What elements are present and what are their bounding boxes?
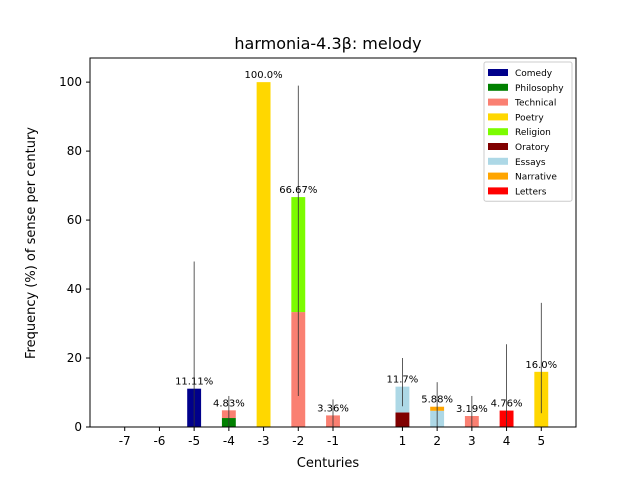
x-tick-label: -6	[153, 434, 165, 448]
legend-swatch	[488, 98, 508, 106]
legend-entry-label: Oratory	[515, 143, 550, 153]
bar-value-label: 16.0%	[525, 360, 557, 371]
x-tick-label: 2	[433, 434, 441, 448]
x-tick-label: -1	[327, 434, 339, 448]
legend-entry-label: Letters	[515, 187, 547, 197]
bar-segment	[256, 82, 271, 427]
y-tick-label: 80	[67, 144, 82, 158]
legend-swatch	[488, 172, 508, 180]
y-axis-label: Frequency (%) of sense per century	[24, 127, 39, 359]
x-tick-label: 3	[468, 434, 476, 448]
x-tick-label: 1	[399, 434, 407, 448]
bar-value-label: 100.0%	[245, 70, 283, 81]
plot-area: 11.11%4.83% 100.0% 66.67% 3.36% 11.7%5.88%3.…	[59, 57, 577, 448]
legend-swatch	[488, 128, 508, 136]
y-tick-label: 40	[67, 282, 82, 296]
bar-value-label: 66.67%	[279, 185, 317, 196]
bar-value-label: 3.19%	[456, 404, 488, 415]
x-tick-label: -5	[188, 434, 200, 448]
x-tick-label: -4	[223, 434, 235, 448]
x-tick-label: -3	[258, 434, 270, 448]
legend-swatch	[488, 113, 508, 121]
y-tick-label: 20	[67, 351, 82, 365]
bar-value-label: 4.83%	[213, 398, 245, 409]
y-tick-label: 100	[59, 75, 82, 89]
bar-value-label: 3.36%	[317, 403, 349, 414]
legend-entry-label: Narrative	[515, 173, 557, 183]
bar-value-label: 5.88%	[421, 395, 453, 406]
bar-value-label: 11.7%	[387, 375, 419, 386]
y-tick-label: 60	[67, 213, 82, 227]
legend-entry-label: Philosophy	[515, 84, 564, 94]
x-tick-label: 5	[537, 434, 545, 448]
legend-entry-label: Religion	[515, 128, 551, 138]
legend-entry-label: Essays	[515, 158, 546, 168]
y-tick-label: 0	[74, 420, 82, 434]
bar-value-label: 11.11%	[175, 377, 213, 388]
legend-swatch	[488, 157, 508, 165]
legend-swatch	[488, 143, 508, 150]
x-tick-label: -7	[119, 434, 131, 448]
x-tick-label: 4	[503, 434, 511, 448]
legend-box	[483, 61, 573, 202]
chart-title: harmonia-4.3β: melody	[234, 34, 421, 53]
bar-value-label: 4.76%	[491, 399, 523, 410]
legend-entry-label: Comedy	[515, 69, 553, 79]
legend-entry-label: Poetry	[515, 113, 544, 123]
legend-entry-label: Technical	[514, 99, 556, 109]
legend-swatch	[488, 69, 508, 76]
legend: Comedy Philosophy Technical Poetry Religion O…	[483, 61, 573, 202]
x-axis-label: Centuries	[297, 456, 360, 471]
legend-swatch	[488, 187, 508, 195]
x-tick-label: -2	[292, 434, 304, 448]
legend-swatch	[488, 83, 508, 91]
bar-segment	[395, 412, 410, 427]
